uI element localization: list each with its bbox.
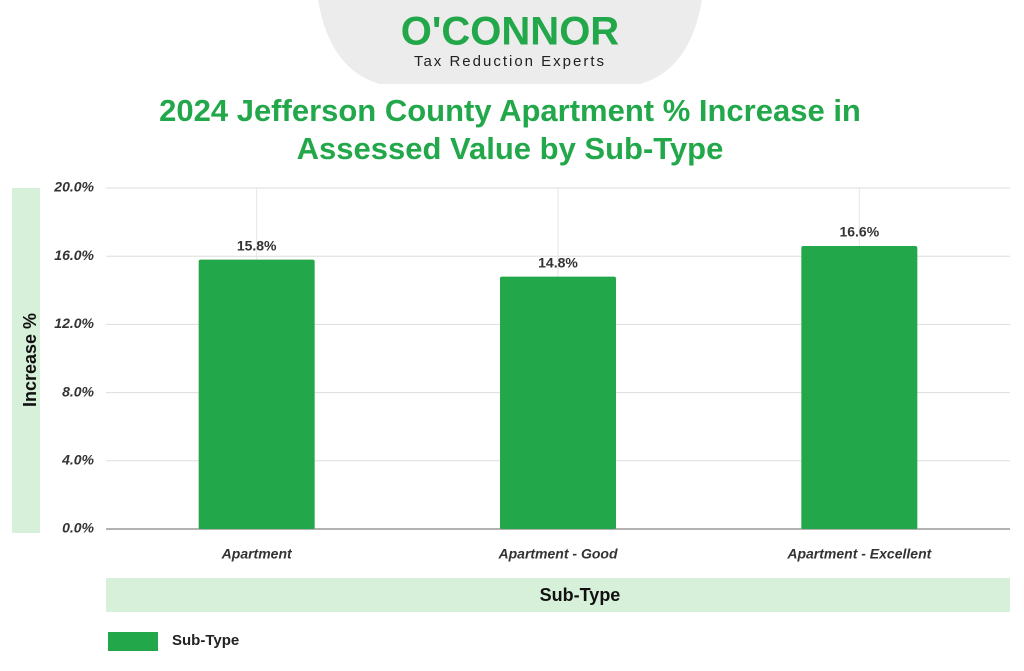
- y-tick-label: 8.0%: [62, 383, 94, 399]
- y-tick-label: 4.0%: [61, 452, 94, 468]
- y-tick-label: 20.0%: [53, 179, 94, 195]
- y-tick-label: 0.0%: [62, 520, 94, 536]
- x-axis-label: Sub-Type: [540, 585, 621, 605]
- x-label-band: [106, 578, 1010, 612]
- logo-name: O'CONNOR: [401, 10, 620, 54]
- y-tick-label: 16.0%: [54, 247, 94, 263]
- bar: [198, 259, 315, 529]
- x-tick-label: Apartment - Excellent: [786, 546, 932, 562]
- value-label: 14.8%: [538, 254, 578, 270]
- y-label-band: [12, 188, 40, 533]
- y-axis-label: Increase %: [20, 313, 40, 407]
- legend-swatch: [108, 632, 158, 651]
- value-label: 15.8%: [237, 237, 277, 253]
- chart-title: 2024 Jefferson County Apartment % Increa…: [159, 93, 861, 166]
- y-tick-label: 12.0%: [54, 315, 94, 331]
- legend-label: Sub-Type: [172, 632, 239, 649]
- logo-backdrop: [318, 0, 702, 84]
- bar: [801, 245, 918, 529]
- x-tick-label: Apartment - Good: [498, 546, 618, 562]
- value-label: 16.6%: [839, 224, 879, 240]
- logo-tagline: Tax Reduction Experts: [414, 53, 606, 70]
- x-tick-label: Apartment: [221, 546, 293, 562]
- bar: [500, 276, 616, 529]
